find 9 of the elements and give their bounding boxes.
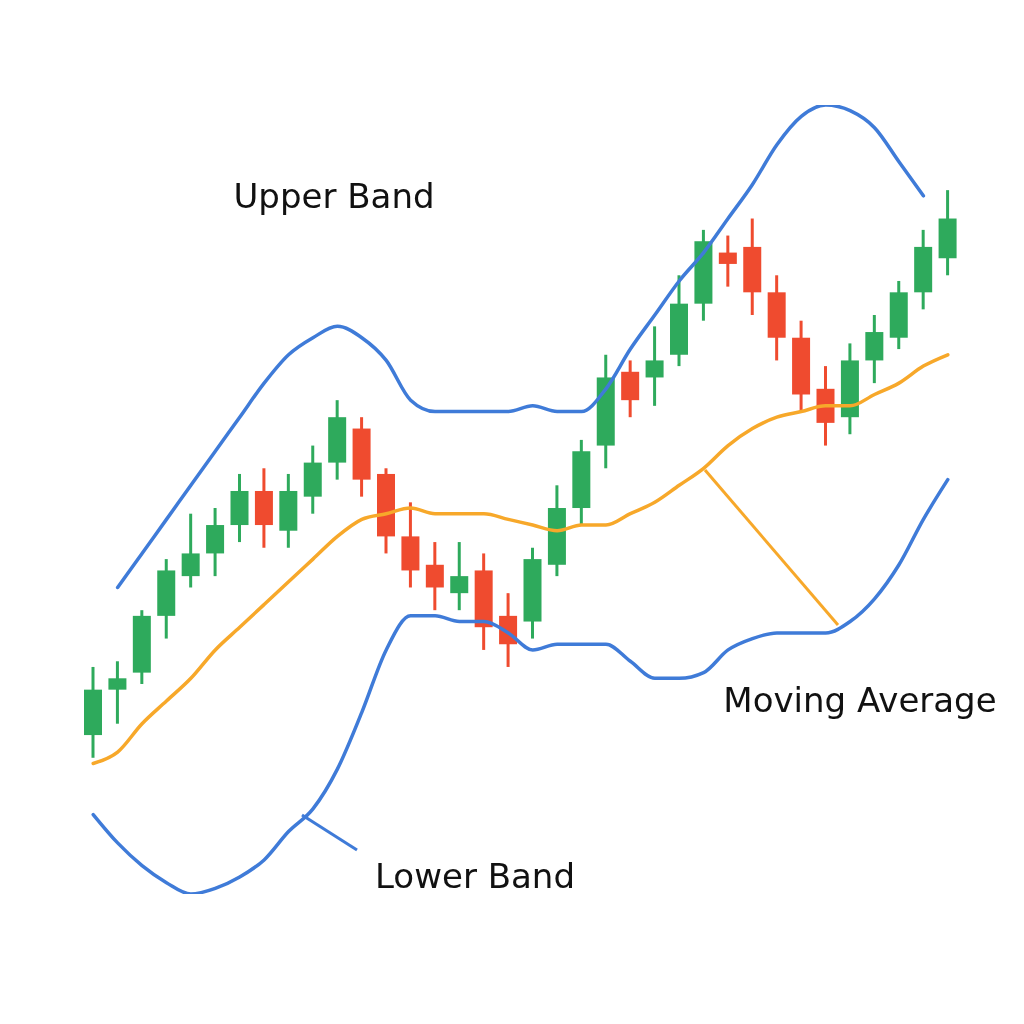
candlestick xyxy=(425,542,444,612)
candlestick xyxy=(645,326,664,406)
candlestick xyxy=(181,513,200,588)
text: Lower Band xyxy=(375,856,575,896)
candlestick xyxy=(450,542,469,612)
candlestick xyxy=(108,661,127,724)
annotation: Upper Band xyxy=(233,176,435,216)
annotation: Moving Average xyxy=(723,680,997,720)
candlestick xyxy=(718,235,737,287)
